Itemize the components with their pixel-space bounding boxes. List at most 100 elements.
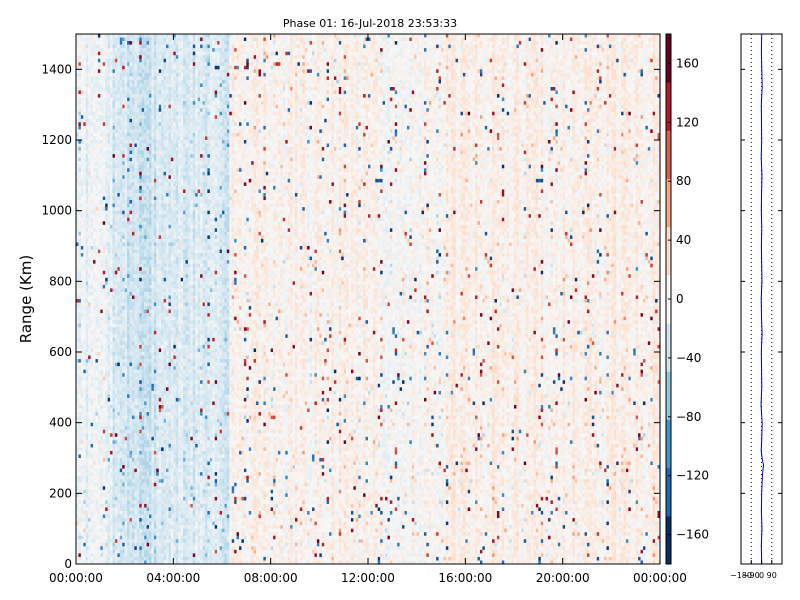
heatmap-cell (95, 320, 99, 325)
heatmap-cell (85, 383, 89, 388)
heatmap-cell (139, 334, 142, 339)
heatmap-cell (110, 302, 113, 307)
heatmap-cell (151, 514, 155, 519)
heatmap-cell (127, 535, 130, 540)
heatmap-cell (134, 76, 138, 81)
heatmap-cell (131, 189, 135, 194)
heatmap-cell (146, 291, 150, 296)
heatmap-cell (129, 507, 133, 512)
heatmap-cell (85, 136, 89, 141)
heatmap-cell (117, 161, 121, 166)
heatmap-cell (144, 161, 147, 166)
heatmap-cell (88, 465, 91, 469)
heatmap-cell (131, 334, 135, 339)
heatmap-cell (102, 274, 106, 279)
heatmap-cell (83, 171, 87, 176)
heatmap-cell (136, 443, 140, 448)
heatmap-cell (105, 514, 108, 519)
heatmap-cell (107, 132, 111, 137)
heatmap-cell (117, 207, 121, 211)
heatmap-cell (151, 193, 155, 197)
heatmap-cell (78, 397, 82, 402)
heatmap-cell (76, 390, 79, 395)
heatmap-cell (139, 556, 142, 561)
heatmap-cell (129, 83, 133, 88)
heatmap-cell (146, 182, 150, 187)
heatmap-cell (131, 359, 135, 363)
heatmap-cell (124, 175, 128, 180)
heatmap-cell (95, 426, 99, 431)
heatmap-cell (139, 217, 142, 222)
heatmap-cell (107, 115, 111, 120)
heatmap-cell (153, 37, 157, 42)
heatmap-cell (136, 224, 140, 229)
heatmap-cell (90, 178, 94, 183)
heatmap-cell (122, 76, 125, 81)
heatmap-cell (136, 260, 140, 264)
heatmap-cell (114, 168, 118, 173)
heatmap-cell (134, 263, 138, 268)
heatmap-cell (95, 150, 99, 155)
heatmap-cell (151, 125, 155, 130)
heatmap-cell (78, 532, 82, 537)
heatmap-cell (76, 94, 79, 98)
heatmap-cell (149, 337, 152, 342)
heatmap-cell (80, 461, 84, 466)
heatmap-cell (112, 178, 116, 183)
heatmap-cell (97, 422, 101, 427)
heatmap-cell (83, 143, 87, 148)
heatmap-cell (102, 401, 106, 406)
heatmap-cell (85, 90, 89, 95)
heatmap-cell (95, 556, 99, 561)
heatmap-cell (127, 422, 130, 427)
heatmap-cell (153, 171, 157, 176)
heatmap-cell (107, 528, 111, 533)
heatmap-cell (112, 200, 116, 204)
heatmap-cell (146, 380, 150, 385)
heatmap-cell (122, 412, 125, 416)
heatmap-cell (134, 104, 138, 109)
heatmap-cell (139, 394, 142, 399)
heatmap-cell (122, 390, 125, 395)
heatmap-cell (117, 270, 121, 275)
heatmap-cell (117, 560, 121, 565)
heatmap-cell (131, 373, 135, 378)
heatmap-cell (129, 263, 133, 268)
heatmap-cell (136, 496, 140, 501)
heatmap-cell (149, 556, 152, 561)
heatmap-cell (78, 62, 82, 67)
heatmap-cell (100, 521, 104, 526)
heatmap-cell (112, 189, 116, 194)
heatmap-cell (119, 101, 123, 105)
heatmap-cell (153, 521, 157, 526)
heatmap-cell (129, 101, 133, 105)
heatmap-cell (149, 362, 152, 367)
heatmap-cell (124, 263, 128, 268)
heatmap-cell (146, 270, 150, 275)
heatmap-cell (149, 178, 152, 183)
heatmap-cell (107, 44, 111, 49)
heatmap-cell (149, 489, 152, 494)
heatmap-cell (151, 542, 155, 547)
heatmap-cell (83, 405, 87, 409)
heatmap-cell (131, 366, 135, 370)
heatmap-cell (124, 253, 128, 257)
heatmap-cell (85, 546, 89, 551)
heatmap-cell (139, 210, 142, 215)
heatmap-cell (112, 41, 116, 45)
heatmap-cell (114, 337, 118, 342)
heatmap-cell (156, 58, 160, 63)
heatmap-cell (97, 132, 101, 137)
heatmap-cell (90, 221, 94, 226)
heatmap-cell (80, 348, 84, 353)
heatmap-cell (119, 260, 123, 264)
heatmap-cell (114, 525, 118, 529)
heatmap-cell (78, 150, 82, 155)
heatmap-cell (129, 313, 133, 317)
heatmap-cell (95, 383, 99, 388)
heatmap-cell (134, 41, 138, 45)
heatmap-cell (124, 200, 128, 204)
heatmap-cell (144, 341, 147, 346)
heatmap-cell (122, 196, 125, 201)
heatmap-cell (149, 58, 152, 63)
